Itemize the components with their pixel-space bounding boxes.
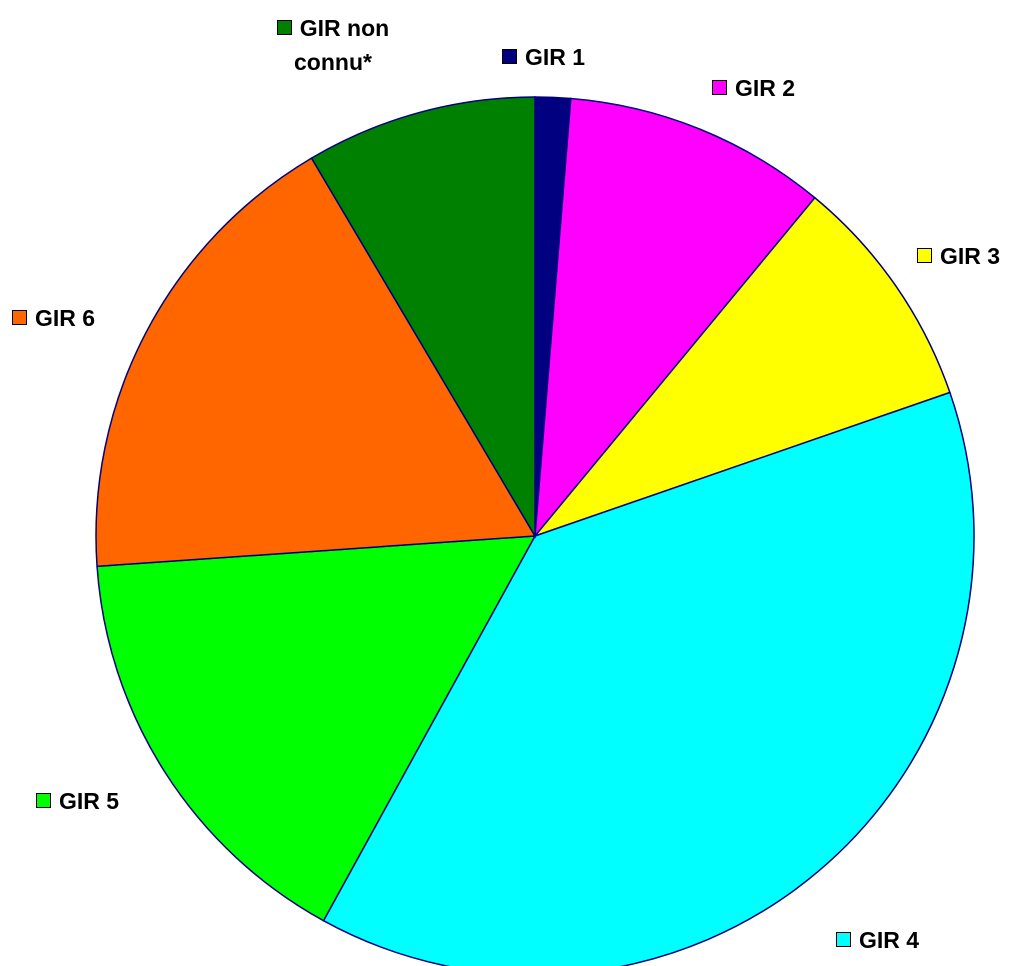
category-label: GIR non connu* <box>258 11 408 79</box>
label-text: GIR 1 <box>525 44 586 70</box>
label-text: GIR 6 <box>35 305 96 331</box>
category-label: GIR 1 <box>502 40 585 74</box>
pie-slice <box>310 96 536 539</box>
legend-swatch <box>36 793 51 808</box>
legend-swatch <box>502 49 517 64</box>
category-label: GIR 6 <box>12 301 95 335</box>
label-text: GIR 5 <box>59 788 120 814</box>
legend-swatch <box>836 932 851 947</box>
pie-slice <box>322 391 975 966</box>
label-text: GIR 3 <box>940 243 1001 269</box>
category-label: GIR 2 <box>712 71 795 105</box>
legend-swatch <box>917 248 932 263</box>
legend-swatch <box>712 80 727 95</box>
category-label: GIR 3 <box>917 239 1000 273</box>
label-text: GIR non connu* <box>294 15 390 75</box>
legend-swatch <box>276 20 292 35</box>
pie-slice <box>534 97 816 539</box>
label-text: GIR 2 <box>735 75 796 101</box>
category-label: GIR 5 <box>36 784 119 818</box>
pie-slice <box>532 196 951 538</box>
pie-slice <box>96 535 537 922</box>
label-text: GIR 4 <box>859 927 920 953</box>
legend-swatch <box>12 310 27 325</box>
pie-slice <box>95 157 537 568</box>
category-label: GIR 4 <box>836 923 919 957</box>
